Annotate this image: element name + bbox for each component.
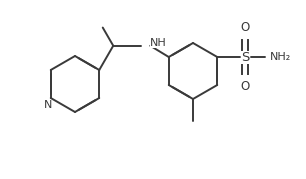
Text: NH₂: NH₂ xyxy=(270,52,292,62)
Text: O: O xyxy=(241,21,250,34)
Text: S: S xyxy=(241,50,249,64)
Text: O: O xyxy=(241,80,250,93)
Text: NH: NH xyxy=(150,38,167,48)
Text: N: N xyxy=(43,100,52,110)
